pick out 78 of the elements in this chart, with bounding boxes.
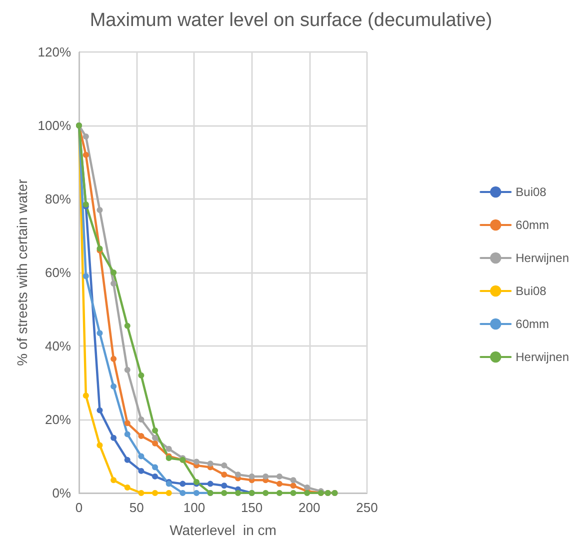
point	[110, 280, 117, 287]
legend-label: 60mm	[516, 218, 549, 232]
point	[166, 490, 172, 496]
point	[124, 456, 130, 463]
point	[290, 477, 296, 484]
x-tick-label: 250	[356, 500, 378, 515]
point	[82, 392, 89, 399]
point	[124, 420, 130, 426]
point	[124, 366, 130, 373]
point	[96, 330, 103, 336]
x-tick-label: 150	[240, 500, 263, 515]
point	[124, 484, 130, 490]
point	[276, 473, 282, 480]
legend-label: Herwijnen	[516, 350, 570, 364]
y-tick-label: 20%	[44, 412, 72, 427]
point	[221, 482, 228, 489]
point	[207, 460, 214, 467]
point	[207, 480, 214, 487]
point	[234, 472, 241, 478]
point	[180, 480, 186, 487]
point	[96, 207, 103, 214]
point	[124, 322, 130, 329]
point	[194, 490, 200, 496]
y-tick-label: 60%	[44, 265, 72, 280]
point	[110, 270, 117, 276]
point	[96, 407, 103, 414]
point	[138, 372, 144, 378]
point	[234, 490, 241, 496]
point	[138, 416, 144, 422]
point	[82, 134, 89, 140]
y-tick-label: 40%	[44, 338, 72, 354]
y-tick-label: 80%	[44, 192, 72, 206]
point	[276, 480, 282, 487]
chart-title: Maximum water level on surface (decumulative)	[90, 10, 492, 31]
x-tick-label: 100	[183, 500, 206, 515]
point	[248, 473, 255, 480]
point	[82, 273, 89, 280]
legend-label: Herwijnen	[516, 251, 570, 265]
point	[152, 473, 158, 480]
point	[276, 490, 282, 496]
point	[152, 490, 158, 496]
point	[138, 453, 144, 460]
point	[221, 462, 228, 468]
point	[290, 482, 296, 489]
point	[194, 458, 200, 465]
point	[221, 472, 228, 478]
point	[110, 477, 117, 484]
legend-label: Bui08	[516, 185, 547, 199]
y-tick-label: 120%	[38, 44, 72, 60]
point	[290, 490, 296, 496]
point	[152, 428, 158, 434]
x-axis-title: Waterlevel in cm	[170, 522, 276, 538]
point	[138, 468, 144, 474]
point	[82, 152, 89, 158]
point	[221, 490, 228, 496]
point	[124, 431, 130, 438]
point	[110, 434, 117, 441]
y-tick-label: 100%	[38, 118, 72, 133]
point	[138, 433, 144, 440]
point	[138, 490, 144, 496]
point	[152, 464, 158, 470]
point	[180, 490, 186, 496]
point	[166, 446, 172, 452]
x-tick-label: 200	[298, 500, 320, 515]
x-tick-label: 50	[129, 500, 144, 515]
point	[152, 440, 158, 446]
legend-label: 60mm	[516, 317, 549, 331]
point	[152, 434, 158, 441]
point	[96, 442, 103, 448]
y-axis-title: % of streets with certain water	[14, 178, 30, 366]
y-tick-label: 0%	[52, 486, 72, 500]
point	[110, 356, 117, 362]
point	[262, 490, 269, 496]
point	[262, 473, 269, 480]
point	[304, 484, 310, 490]
x-tick-label: 0	[75, 500, 83, 515]
legend-label: Bui08	[516, 284, 547, 298]
point	[110, 383, 117, 390]
